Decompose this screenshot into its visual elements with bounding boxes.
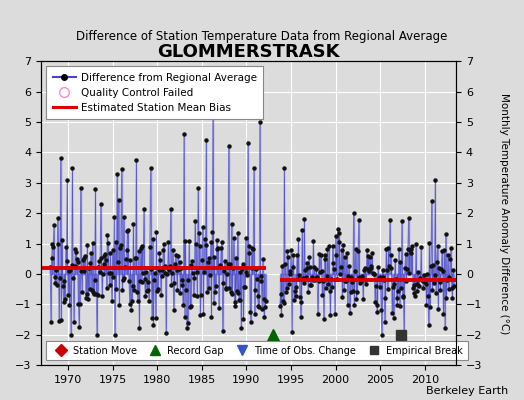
Text: Berkeley Earth: Berkeley Earth [426,386,508,396]
Legend: Station Move, Record Gap, Time of Obs. Change, Empirical Break: Station Move, Record Gap, Time of Obs. C… [46,341,468,360]
Text: Difference of Station Temperature Data from Regional Average: Difference of Station Temperature Data f… [77,30,447,43]
Y-axis label: Monthly Temperature Anomaly Difference (°C): Monthly Temperature Anomaly Difference (… [499,92,509,334]
Title: GLOMMERSTRASK: GLOMMERSTRASK [157,43,340,61]
